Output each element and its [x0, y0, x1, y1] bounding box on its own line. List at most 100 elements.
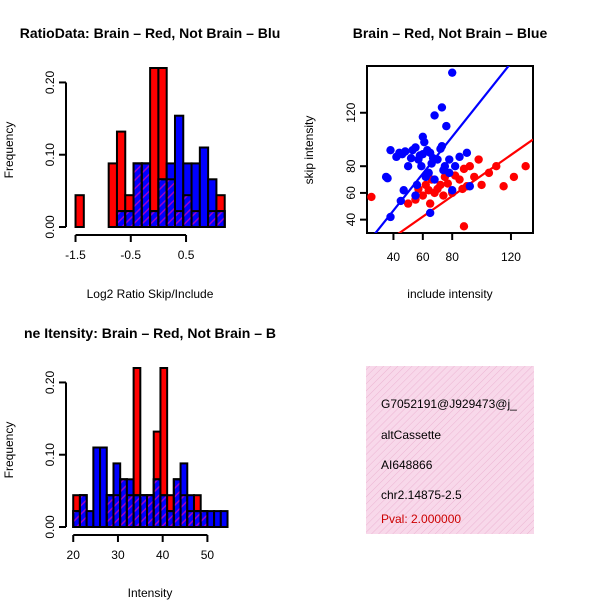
scatter-title: Brain – Red, Not Brain – Blue — [353, 25, 548, 41]
scatter-point-brain — [436, 180, 445, 190]
scatter-point-notbrain — [418, 132, 428, 142]
scatter-point-notbrain — [400, 147, 410, 156]
scatter-y-tick-label: 40 — [344, 213, 358, 227]
ratio-hist-bar-overlap — [115, 210, 127, 229]
intensity-hist-bar-overlap — [146, 494, 155, 529]
scatter-point-brain — [439, 191, 448, 200]
scatter-point-notbrain — [417, 162, 426, 171]
scatter-x-tick-label: 120 — [501, 250, 521, 264]
intensity-hist-y-tick-label: 0.10 — [43, 443, 57, 467]
scatter-point-brain — [367, 192, 376, 202]
ratio-hist-bar-overlap — [124, 210, 135, 229]
pval-text: Pval: 2.000000 — [381, 512, 461, 526]
scatter-point-brain — [509, 172, 519, 182]
ratio-hist-bar-overlap — [132, 162, 143, 228]
ratio-histogram-ylabel: Frequency — [2, 122, 16, 179]
ratio-histogram-xlabel: Log2 Ratio Skip/Include — [87, 287, 214, 301]
scatter-y-tick-label: 120 — [344, 102, 358, 122]
event-id-text: G7052191@J929473@j_ — [381, 397, 517, 411]
scatter-point-notbrain — [462, 148, 472, 158]
intensity-hist-bar-notbrain — [219, 510, 229, 529]
ratio-hist-y-tick-label: 0.20 — [43, 70, 57, 94]
scatter-point-notbrain — [437, 103, 447, 112]
ratio-hist-bar-brain — [74, 194, 85, 228]
intensity-hist-bar-overlap — [72, 510, 81, 529]
scatter-point-brain — [455, 175, 464, 184]
intensity-histogram-title: ne Itensity: Brain – Red, Not Brain – B — [24, 325, 276, 341]
scatter-x-tick-label: 40 — [387, 250, 401, 264]
intensity-hist-x-tick-label: 40 — [156, 548, 170, 562]
scatter-point-notbrain — [383, 174, 392, 183]
scatter-point-notbrain — [386, 145, 395, 155]
intensity-hist-bar-overlap — [125, 494, 135, 529]
scatter-x-tick-label: 60 — [416, 250, 430, 264]
scatter-marks — [367, 66, 533, 233]
intensity-hist-bar-overlap — [119, 478, 128, 528]
scatter-point-notbrain — [430, 111, 439, 120]
scatter-point-notbrain — [386, 212, 395, 222]
intensity-hist-bar-notbrain — [92, 446, 102, 528]
scatter-plot-frame — [366, 65, 534, 234]
intensity-hist-bar-overlap — [186, 510, 195, 529]
scatter-fit-line-notbrain — [374, 66, 510, 233]
scatter-point-notbrain — [424, 168, 433, 178]
scatter-point-brain — [443, 179, 452, 188]
scatter-point-brain — [418, 191, 428, 200]
scatter-y-tick-label: 80 — [344, 159, 358, 173]
ratio-hist-bar-overlap — [173, 210, 185, 229]
intensity-hist-x-tick-label: 20 — [67, 548, 81, 562]
intensity-hist-x-tick-label: 50 — [201, 548, 215, 562]
scatter-point-brain — [403, 199, 413, 208]
ratio-histogram-title: RatioData: Brain – Red, Not Brain – Blu — [20, 25, 281, 41]
ratio-histogram-axes: 0.00 0.10 0.20 -1.5 -0.5 0.5 — [43, 70, 195, 262]
scatter-point-brain — [459, 222, 469, 231]
scatter-axes: 40 60 80 120 40 60 80 120 — [344, 102, 521, 264]
intensity-hist-bar-overlap — [139, 494, 149, 529]
scatter-point-notbrain — [440, 162, 450, 171]
intensity-histogram-bars — [72, 367, 229, 529]
ratio-hist-y-tick-label: 0.00 — [43, 215, 57, 239]
event-info-box: G7052191@J929473@j_ altCassette AI648866… — [366, 366, 534, 534]
scatter-point-notbrain — [399, 186, 408, 195]
scatter-point-brain — [474, 155, 483, 164]
intensity-hist-bar-overlap — [192, 510, 202, 529]
scatter-point-notbrain — [455, 152, 464, 162]
scatter-point-brain — [521, 162, 530, 171]
ratio-hist-bar-overlap — [215, 210, 226, 229]
scatter-clipped-marks — [367, 66, 533, 233]
intensity-hist-bar-overlap — [166, 510, 175, 529]
scatter-point-notbrain — [445, 155, 454, 164]
ratio-hist-bar-overlap — [140, 162, 152, 228]
intensity-hist-bar-overlap — [179, 494, 189, 529]
scatter-point-notbrain — [445, 168, 454, 178]
scatter-x-tick-label: 80 — [446, 250, 460, 264]
ratio-hist-x-tick-label: -0.5 — [120, 248, 141, 262]
scatter-point-brain — [499, 182, 508, 191]
intensity-hist-y-tick-label: 0.20 — [43, 370, 57, 394]
ratio-hist-bar-overlap — [207, 210, 218, 229]
scatter-point-notbrain — [425, 208, 435, 218]
intensity-hist-bar-overlap — [78, 494, 88, 529]
info-box-hatch — [366, 366, 534, 534]
intensity-scatter-panel: Brain – Red, Not Brain – Blue 40 60 80 120 4… — [302, 25, 547, 301]
intensity-hist-bar-notbrain — [99, 446, 108, 528]
scatter-fit-line-brain — [397, 138, 533, 233]
intensity-hist-bar-overlap — [105, 494, 115, 529]
intensity-hist-x-tick-label: 30 — [111, 548, 125, 562]
scatter-point-notbrain — [448, 68, 457, 77]
intensity-histogram-ylabel: Frequency — [2, 422, 16, 479]
scatter-point-notbrain — [450, 162, 460, 171]
scatter-point-brain — [465, 162, 475, 171]
scatter-ylabel: skip intensity — [302, 116, 316, 185]
intensity-histogram-xlabel: Intensity — [128, 586, 173, 600]
scatter-point-notbrain — [411, 143, 420, 152]
scatter-point-notbrain — [430, 175, 439, 184]
intensity-hist-bar-overlap — [172, 478, 182, 528]
ratio-hist-y-tick-label: 0.10 — [43, 143, 57, 167]
ratio-hist-bar-notbrain — [198, 146, 210, 228]
ratio-hist-bar-brain — [107, 162, 118, 228]
scatter-point-brain — [425, 199, 435, 208]
scatter-point-notbrain — [465, 182, 475, 191]
ratio-hist-bar-overlap — [190, 210, 201, 229]
